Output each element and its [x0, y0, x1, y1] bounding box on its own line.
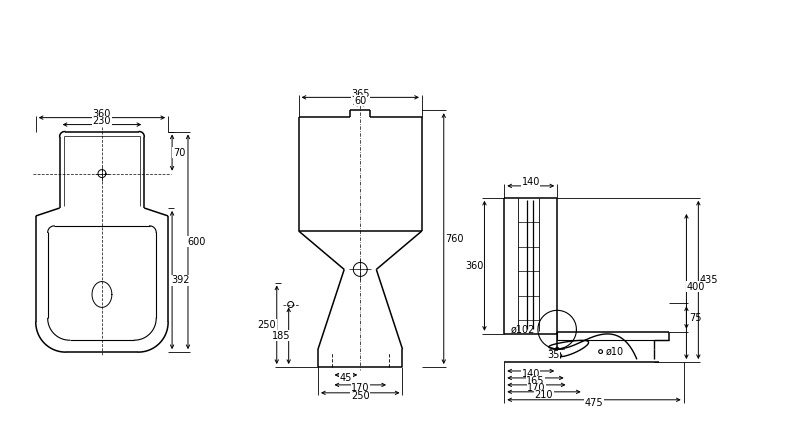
Text: 185: 185 [271, 331, 290, 341]
Text: 140: 140 [522, 369, 540, 380]
Text: 360: 360 [93, 109, 111, 119]
Text: 170: 170 [351, 383, 370, 393]
Text: ø10: ø10 [606, 347, 623, 357]
Text: 250: 250 [351, 391, 370, 401]
Text: 435: 435 [700, 275, 718, 285]
Text: 360: 360 [466, 261, 484, 271]
Text: 210: 210 [534, 390, 554, 400]
Text: 140: 140 [522, 178, 540, 187]
Text: 475: 475 [585, 398, 603, 408]
Text: 170: 170 [527, 383, 546, 393]
Text: 165: 165 [526, 376, 545, 386]
Text: 60: 60 [354, 96, 366, 106]
Text: 45: 45 [340, 373, 352, 383]
Text: 760: 760 [446, 234, 464, 244]
Text: 365: 365 [351, 89, 370, 99]
Text: 230: 230 [93, 116, 111, 126]
Text: ø102: ø102 [510, 324, 535, 335]
Text: 400: 400 [686, 282, 705, 291]
Text: 600: 600 [188, 237, 206, 247]
Text: 250: 250 [258, 320, 276, 330]
Text: 75: 75 [689, 312, 702, 323]
Text: 35: 35 [547, 351, 559, 360]
Text: 392: 392 [172, 275, 190, 285]
Text: 70: 70 [173, 148, 186, 158]
